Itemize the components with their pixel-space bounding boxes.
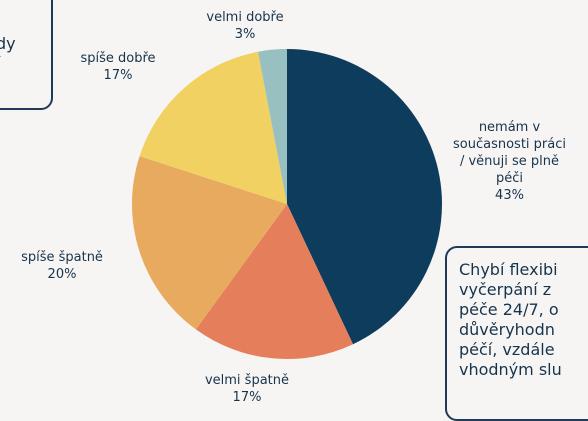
category-name: spíše špatně xyxy=(21,250,103,265)
slice-label: spíše špatně 20% xyxy=(2,249,122,283)
value-label: 3% xyxy=(234,27,256,42)
slice-label: velmi dobře 3% xyxy=(185,9,305,43)
note-line: péče 24/7, o xyxy=(459,300,559,319)
note-line: důvěryhodn xyxy=(459,320,555,339)
note-line: vyčerpání z xyxy=(459,280,552,299)
category-name: velmi dobře xyxy=(206,10,284,25)
left-note: dyí xyxy=(0,0,53,110)
slice-label: velmi špatně 17% xyxy=(187,372,307,406)
pie-slice xyxy=(139,51,287,204)
value-label: 17% xyxy=(232,390,262,405)
value-label: 20% xyxy=(47,267,77,282)
note-line: vhodným slu xyxy=(459,360,562,379)
right-note: Chybí flexibi vyčerpání z péče 24/7, o důvě… xyxy=(445,246,588,421)
note-line: dy xyxy=(0,34,16,53)
pie-slice xyxy=(257,49,287,204)
note-line: í xyxy=(0,54,51,74)
pie-slice xyxy=(131,156,287,330)
note-line: Chybí flexibi xyxy=(459,260,558,279)
slice-label: spíše dobře 17% xyxy=(58,50,178,84)
pie-slice xyxy=(287,49,442,345)
pie-slice xyxy=(195,204,353,359)
chart xyxy=(131,49,442,359)
note-line: péčí, vzdále xyxy=(459,340,555,359)
value-label: 17% xyxy=(103,68,133,83)
slice-label: nemám v současnosti práci / věnuji se pl… xyxy=(452,119,567,204)
category-name: spíše dobře xyxy=(80,51,156,66)
category-name: velmi špatně xyxy=(204,373,290,388)
value-label: 43% xyxy=(495,188,524,203)
category-name: nemám v současnosti práci / věnuji se pl… xyxy=(453,120,566,186)
